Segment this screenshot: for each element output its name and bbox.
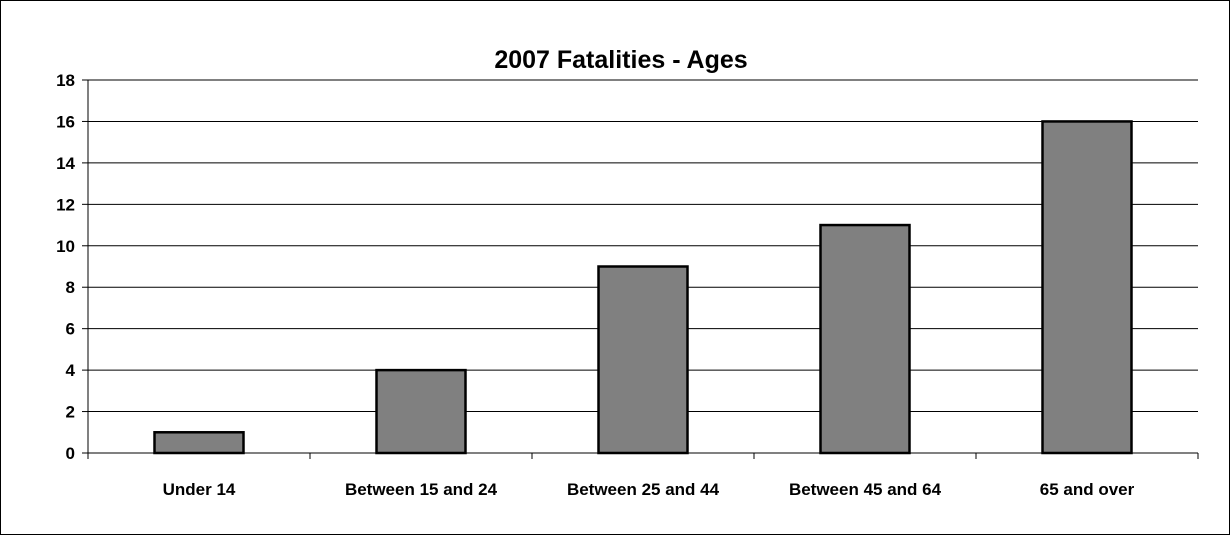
y-tick-labels: 0 2 4 6 8 10 12 14 16 18 [56, 71, 75, 463]
bar [819, 223, 911, 455]
y-tick-label: 4 [66, 361, 76, 380]
bar [597, 265, 689, 455]
x-category-label: 65 and over [1040, 480, 1135, 499]
x-category-label: Under 14 [163, 480, 236, 499]
x-category-label: Between 15 and 24 [345, 480, 498, 499]
y-tick-label: 14 [56, 154, 75, 173]
x-category-labels: Under 14 Between 15 and 24 Between 25 and … [163, 480, 1135, 499]
y-tick-label: 2 [66, 403, 75, 422]
y-tick-label: 6 [66, 320, 75, 339]
y-tick-label: 10 [56, 237, 75, 256]
y-tick-label: 18 [56, 71, 75, 90]
x-category-label: Between 25 and 44 [567, 480, 720, 499]
y-tick-label: 8 [66, 278, 75, 297]
y-tick-label: 12 [56, 195, 75, 214]
bar [375, 368, 467, 455]
chart-title: 2007 Fatalities - Ages [494, 46, 747, 74]
bars [153, 120, 1133, 455]
gridlines [88, 79, 1198, 413]
axes [82, 79, 1199, 459]
y-tick-label: 0 [66, 444, 75, 463]
y-tick-label: 16 [56, 112, 75, 131]
x-category-label: Between 45 and 64 [789, 480, 942, 499]
bar [153, 431, 245, 455]
bar [1041, 120, 1133, 455]
